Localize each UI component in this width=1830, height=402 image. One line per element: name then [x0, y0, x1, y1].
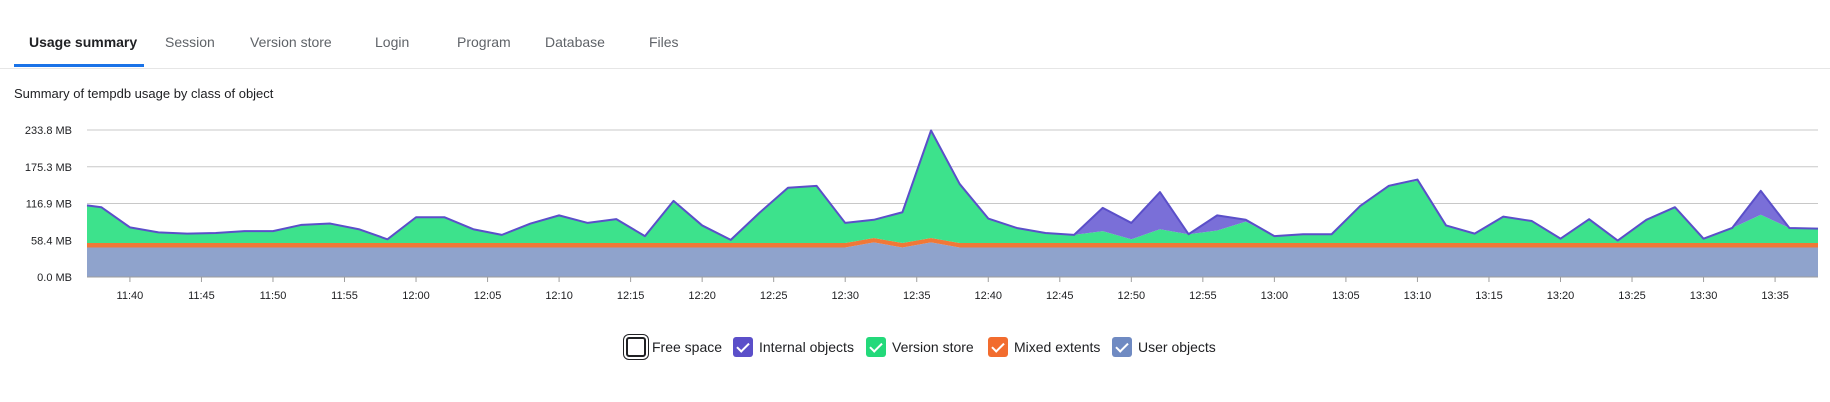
- tab-login[interactable]: Login: [375, 34, 410, 50]
- y-tick-label: 175.3 MB: [25, 162, 72, 174]
- free-space-checkbox[interactable]: [626, 337, 646, 357]
- user-objects-checkbox[interactable]: [1112, 337, 1132, 357]
- checkmark-icon: [869, 338, 883, 353]
- version-store-checkbox[interactable]: [866, 337, 886, 357]
- x-tick-label: 12:15: [617, 290, 645, 302]
- tab-version-store[interactable]: Version store: [250, 34, 332, 50]
- checkmark-icon: [1115, 338, 1129, 353]
- x-tick-label: 12:45: [1046, 290, 1074, 302]
- area-series-version-store: [87, 130, 1818, 244]
- legend-label: Version store: [892, 339, 974, 355]
- tab-session[interactable]: Session: [165, 34, 215, 50]
- chart-subtitle: Summary of tempdb usage by class of obje…: [14, 86, 274, 101]
- x-tick-label: 11:50: [260, 290, 287, 302]
- area-series-mixed-extents: [87, 238, 1818, 248]
- legend-item-version-store[interactable]: Version store: [866, 334, 974, 360]
- x-tick-label: 13:20: [1547, 290, 1575, 302]
- area-series-user-objects: [87, 242, 1818, 277]
- y-tick-label: 0.0 MB: [37, 272, 72, 284]
- active-tab-indicator: [14, 64, 144, 67]
- x-tick-label: 12:00: [402, 290, 430, 302]
- x-tick-label: 11:40: [117, 290, 144, 302]
- x-tick-label: 13:05: [1332, 290, 1360, 302]
- internal-objects-checkbox[interactable]: [733, 337, 753, 357]
- tab-bar: Usage summary Session Version store Logi…: [0, 0, 1830, 69]
- checkmark-icon: [991, 338, 1005, 353]
- y-tick-label: 58.4 MB: [31, 235, 72, 247]
- x-tick-label: 13:10: [1404, 290, 1432, 302]
- x-tick-label: 13:25: [1618, 290, 1646, 302]
- legend-item-mixed-extents[interactable]: Mixed extents: [988, 334, 1100, 360]
- x-tick-label: 13:35: [1761, 290, 1789, 302]
- x-tick-label: 12:35: [903, 290, 931, 302]
- tab-database[interactable]: Database: [545, 34, 605, 50]
- y-tick-label: 116.9 MB: [26, 199, 72, 211]
- mixed-extents-checkbox[interactable]: [988, 337, 1008, 357]
- y-tick-label: 233.8 MB: [25, 125, 72, 137]
- x-tick-label: 12:50: [1118, 290, 1146, 302]
- x-tick-label: 12:25: [760, 290, 788, 302]
- chart-legend: Free space Internal objects Version stor…: [0, 334, 1830, 364]
- checkmark-icon: [736, 338, 750, 353]
- legend-label: Internal objects: [759, 339, 854, 355]
- tab-files[interactable]: Files: [649, 34, 679, 50]
- tempdb-usage-area-chart: 0.0 MB 58.4 MB 116.9 MB 175.3 MB 233.8 MB 11:…: [25, 125, 1819, 302]
- x-tick-label: 12:05: [474, 290, 502, 302]
- legend-item-free-space[interactable]: Free space: [626, 334, 722, 360]
- legend-label: User objects: [1138, 339, 1216, 355]
- x-tick-label: 13:00: [1261, 290, 1289, 302]
- x-tick-label: 12:30: [831, 290, 859, 302]
- x-tick-label: 12:20: [688, 290, 716, 302]
- x-tick-label: 12:55: [1189, 290, 1217, 302]
- x-tick-label: 13:15: [1475, 290, 1503, 302]
- tab-program[interactable]: Program: [457, 34, 511, 50]
- legend-item-user-objects[interactable]: User objects: [1112, 334, 1216, 360]
- tab-usage-summary[interactable]: Usage summary: [29, 34, 138, 50]
- total-outline: [86, 129, 1819, 242]
- legend-label: Free space: [652, 339, 723, 355]
- x-tick-label: 12:10: [545, 290, 573, 302]
- legend-item-internal-objects[interactable]: Internal objects: [733, 334, 854, 360]
- legend-label: Mixed extents: [1014, 339, 1101, 355]
- x-tick-label: 12:40: [974, 290, 1002, 302]
- x-tick-label: 11:55: [331, 290, 358, 302]
- x-tick-label: 13:30: [1690, 290, 1718, 302]
- x-tick-label: 11:45: [188, 290, 215, 302]
